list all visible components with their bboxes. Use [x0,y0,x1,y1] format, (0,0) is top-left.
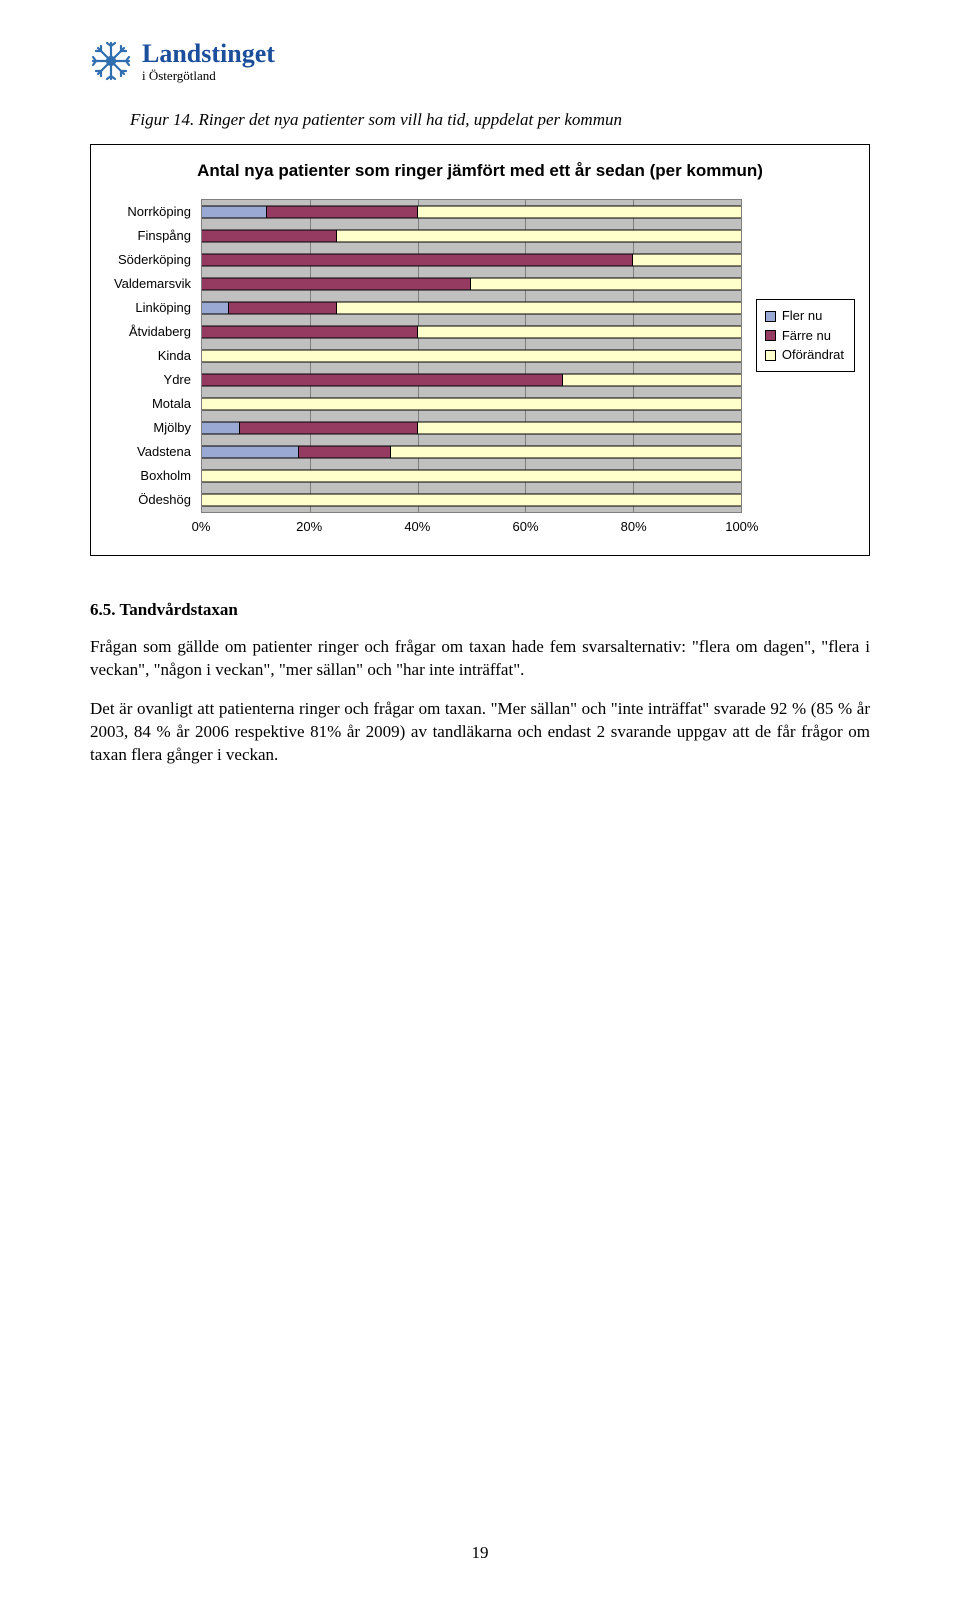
chart-bar-segment [267,207,418,218]
chart-bar-row [202,248,741,272]
chart-bar-segment [563,375,741,386]
chart-bar-row [202,320,741,344]
chart-bar-segment [202,279,471,290]
legend-swatch-icon [765,330,776,341]
chart-bar-segment [202,327,418,338]
legend-item: Oförändrat [765,345,844,365]
chart-bar-segment [418,327,741,338]
body-paragraph: Frågan som gällde om patienter ringer oc… [90,636,870,682]
chart-category-label: Motala [105,391,195,415]
chart-bar-row [202,368,741,392]
chart-category-label: Ödeshög [105,487,195,511]
logo-block: Landstinget i Östergötland [90,40,870,82]
chart-bar-segment [202,471,741,482]
chart-bar-segment [202,495,741,506]
chart-bar-segment [202,375,563,386]
chart-x-tick: 0% [192,519,211,534]
chart-category-label: Mjölby [105,415,195,439]
legend-item: Färre nu [765,326,844,346]
chart-bar-row [202,272,741,296]
chart-bar-segment [202,351,741,362]
chart-x-tick: 20% [296,519,322,534]
chart-bar-segment [229,303,337,314]
chart-bar-segment [202,423,240,434]
chart-bar-row [202,296,741,320]
legend-label: Färre nu [782,326,831,346]
page-number: 19 [0,1543,960,1563]
chart-bar-row [202,440,741,464]
chart-legend: Fler nuFärre nuOförändrat [756,299,855,372]
chart-bar-segment [202,231,337,242]
chart-category-label: Vadstena [105,439,195,463]
chart-bar-segment [471,279,740,290]
chart-bar-segment [202,303,229,314]
chart-title: Antal nya patienter som ringer jämfört m… [105,161,855,181]
chart-bar-segment [202,255,633,266]
chart-bar-row [202,224,741,248]
chart-x-tick: 60% [512,519,538,534]
chart-category-label: Åtvidaberg [105,319,195,343]
chart-category-label: Norrköping [105,199,195,223]
chart-bar-row [202,464,741,488]
chart-category-label: Finspång [105,223,195,247]
chart-y-labels: NorrköpingFinspångSöderköpingValdemarsvi… [105,199,195,537]
chart-bar-row [202,344,741,368]
chart-category-label: Valdemarsvik [105,271,195,295]
chart-bar-row [202,392,741,416]
chart-bar-row [202,200,741,224]
chart-bar-segment [391,447,741,458]
chart-plot-area: 0%20%40%60%80%100% [201,199,742,537]
logo-subtitle: i Östergötland [142,69,275,82]
chart-bar-segment [240,423,418,434]
chart-category-label: Kinda [105,343,195,367]
legend-swatch-icon [765,311,776,322]
chart-bar-segment [337,303,741,314]
legend-item: Fler nu [765,306,844,326]
figure-caption: Figur 14. Ringer det nya patienter som v… [130,110,870,130]
chart-bar-segment [633,255,741,266]
chart-bar-segment [202,447,299,458]
chart-bar-row [202,488,741,512]
chart-bar-segment [337,231,741,242]
chart-bar-segment [202,399,741,410]
body-paragraph: Det är ovanligt att patienterna ringer o… [90,698,870,767]
chart-bar-segment [418,207,741,218]
chart-category-label: Söderköping [105,247,195,271]
legend-label: Oförändrat [782,345,844,365]
logo-title: Landstinget [142,41,275,67]
chart-bar-row [202,416,741,440]
chart-category-label: Boxholm [105,463,195,487]
chart-bar-segment [202,207,267,218]
chart-x-tick: 40% [404,519,430,534]
chart-x-tick: 100% [725,519,758,534]
chart-category-label: Linköping [105,295,195,319]
chart-bar-segment [299,447,391,458]
chart-category-label: Ydre [105,367,195,391]
section-heading: 6.5. Tandvårdstaxan [90,600,870,620]
legend-swatch-icon [765,350,776,361]
chart-x-axis: 0%20%40%60%80%100% [201,519,742,537]
landstinget-logo-icon [90,40,132,82]
chart-x-tick: 80% [621,519,647,534]
chart-container: Antal nya patienter som ringer jämfört m… [90,144,870,556]
chart-bar-segment [418,423,741,434]
legend-label: Fler nu [782,306,822,326]
